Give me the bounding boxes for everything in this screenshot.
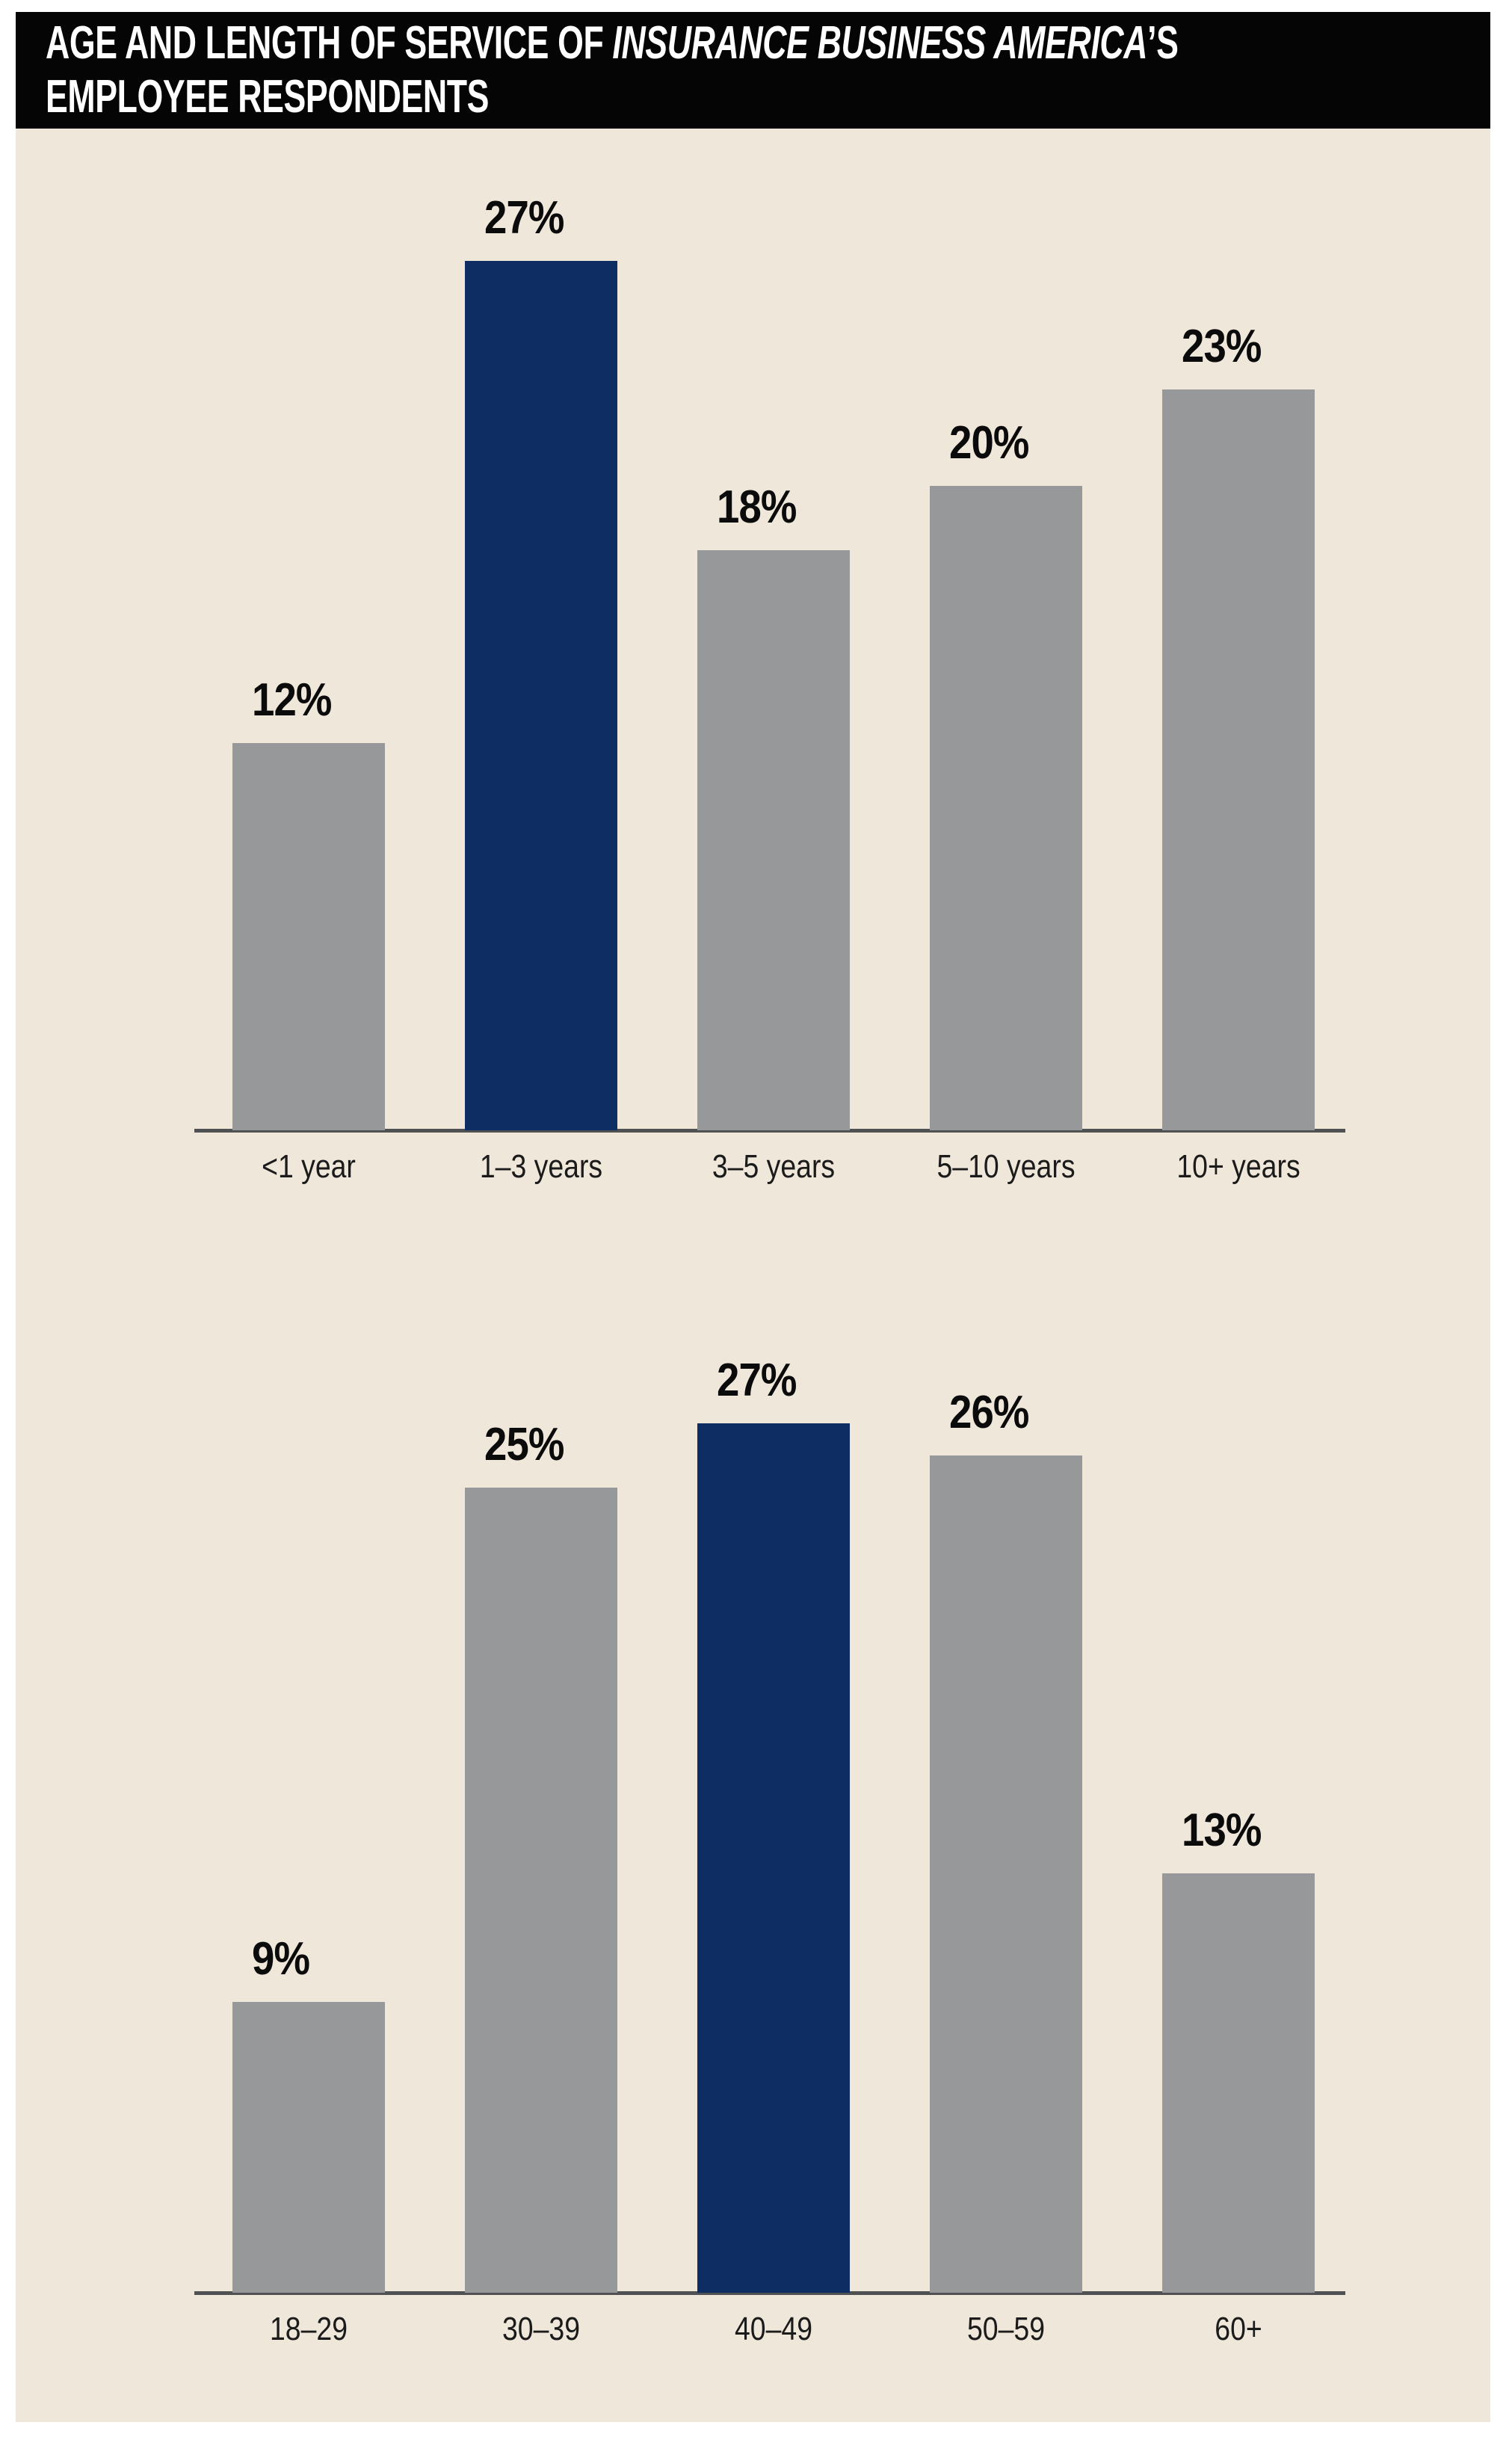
title-prefix: AGE AND LENGTH OF SERVICE OF: [46, 17, 613, 69]
title-line-2: EMPLOYEE RESPONDENTS: [46, 71, 490, 123]
title-line-1: AGE AND LENGTH OF SERVICE OF INSURANCE B…: [46, 16, 1445, 70]
infographic-panel: AGE AND LENGTH OF SERVICE OF INSURANCE B…: [16, 12, 1490, 2422]
chart-background-panel: [16, 129, 1490, 2422]
chart-header: AGE AND LENGTH OF SERVICE OF INSURANCE B…: [16, 12, 1490, 129]
title-publication-name: INSURANCE BUSINESS AMERICA: [612, 17, 1148, 69]
title-possessive: ’S: [1147, 17, 1179, 69]
